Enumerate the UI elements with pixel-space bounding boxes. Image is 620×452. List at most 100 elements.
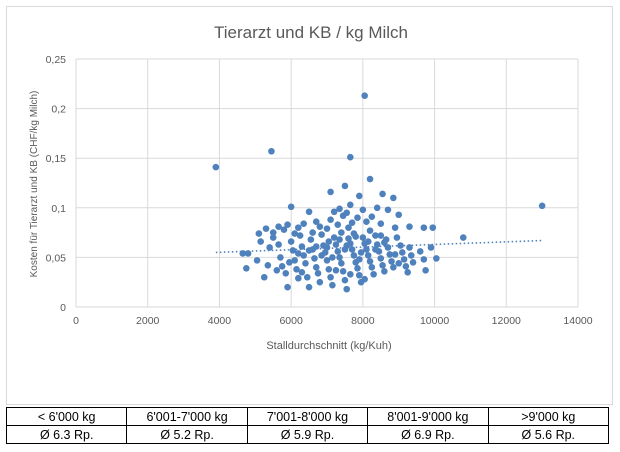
- data-point: [391, 224, 399, 231]
- data-point: [363, 218, 370, 225]
- data-point: [253, 257, 261, 264]
- data-point: [391, 251, 399, 258]
- data-point: [287, 203, 295, 211]
- tick-labels: 0 2000 4000 6000 8000 10000 12000 14000 0 0,05 0,1…: [46, 54, 593, 327]
- data-point: [366, 227, 374, 234]
- data-point: [300, 220, 307, 227]
- data-point: [312, 243, 320, 250]
- data-point: [295, 274, 302, 282]
- data-point: [341, 276, 349, 284]
- data-point: [298, 268, 306, 276]
- data-point: [327, 188, 334, 196]
- data-point: [305, 208, 313, 216]
- data-point: [330, 234, 338, 241]
- data-point: [325, 266, 333, 273]
- data-point: [303, 273, 311, 281]
- data-point: [368, 213, 376, 221]
- y-axis-label: Kosten für Tierarzt und KB (CHF/kg Milch…: [29, 91, 40, 278]
- data-point: [404, 268, 411, 276]
- data-point: [373, 241, 381, 248]
- data-point: [329, 281, 336, 289]
- data-point: [363, 246, 370, 253]
- data-point: [350, 230, 358, 237]
- data-point: [264, 262, 272, 269]
- data-point: [386, 251, 394, 258]
- data-point: [402, 263, 410, 270]
- data-point: [379, 262, 386, 269]
- data-point: [316, 278, 324, 286]
- data-point: [348, 219, 356, 226]
- data-point: [323, 257, 331, 264]
- data-point: [406, 223, 413, 230]
- data-point: [291, 257, 299, 264]
- data-point: [243, 265, 250, 272]
- chart-frame: 0 2000 4000 6000 8000 10000 12000 14000 0 0,05 0,1…: [6, 6, 613, 405]
- data-point: [300, 252, 307, 259]
- data-point: [372, 232, 379, 239]
- data-point: [427, 244, 435, 251]
- data-point: [393, 234, 401, 241]
- data-point: [329, 254, 336, 261]
- data-point: [334, 221, 342, 228]
- data-point: [305, 283, 313, 291]
- data-point: [400, 256, 408, 263]
- y-tick-label: 0,25: [46, 54, 67, 66]
- data-point: [373, 204, 381, 212]
- data-point: [381, 239, 388, 246]
- data-point: [372, 246, 379, 253]
- data-point: [420, 256, 428, 263]
- trendline-group: [215, 239, 543, 254]
- y-tick-label: 0,2: [51, 104, 66, 116]
- x-tick-label: 4000: [208, 315, 232, 327]
- data-point: [336, 205, 343, 213]
- data-point: [384, 244, 392, 251]
- gridlines: [75, 58, 579, 308]
- y-tick-label: 0,1: [51, 203, 66, 215]
- data-point: [327, 216, 334, 224]
- data-point: [341, 246, 349, 253]
- x-tick-label: 10000: [420, 315, 449, 327]
- data-point: [291, 230, 299, 237]
- data-point: [354, 265, 361, 272]
- data-point: [347, 270, 354, 278]
- data-point: [361, 92, 368, 100]
- data-point: [244, 250, 252, 257]
- data-point: [311, 255, 318, 262]
- data-point: [348, 246, 356, 253]
- data-point: [395, 211, 403, 219]
- summary-header-cell: >9'000 kg: [487, 407, 610, 426]
- x-tick-label: 2000: [136, 315, 160, 327]
- x-tick-label: 14000: [563, 315, 592, 327]
- data-point: [273, 266, 281, 274]
- data-point: [355, 256, 363, 263]
- data-point: [416, 248, 424, 255]
- data-points: [212, 92, 546, 293]
- data-point: [361, 275, 368, 283]
- data-point: [255, 230, 263, 237]
- data-point: [269, 234, 277, 241]
- x-tick-label: 0: [73, 315, 79, 327]
- data-point: [377, 255, 385, 262]
- data-point: [459, 234, 467, 241]
- summary-value-cell: Ø 6.3 Rp.: [5, 425, 128, 444]
- scatter-chart: 0 2000 4000 6000 8000 10000 12000 14000 0 0,05 0,1…: [29, 23, 593, 352]
- data-point: [262, 225, 270, 232]
- data-point: [287, 238, 295, 245]
- data-point: [268, 147, 275, 155]
- data-point: [289, 247, 297, 254]
- data-point: [350, 252, 358, 259]
- data-point: [275, 223, 282, 230]
- data-point: [377, 220, 385, 227]
- data-point: [323, 244, 331, 251]
- data-point: [364, 252, 372, 259]
- x-tick-label: 8000: [351, 315, 375, 327]
- data-point: [286, 259, 293, 266]
- summary-header-cell: 8'001-9'000 kg: [367, 407, 489, 426]
- data-point: [327, 273, 334, 281]
- data-point: [338, 260, 345, 267]
- data-point: [312, 264, 320, 271]
- data-point: [359, 206, 367, 214]
- data-point: [282, 269, 290, 277]
- data-point: [354, 214, 361, 222]
- data-point: [433, 255, 440, 262]
